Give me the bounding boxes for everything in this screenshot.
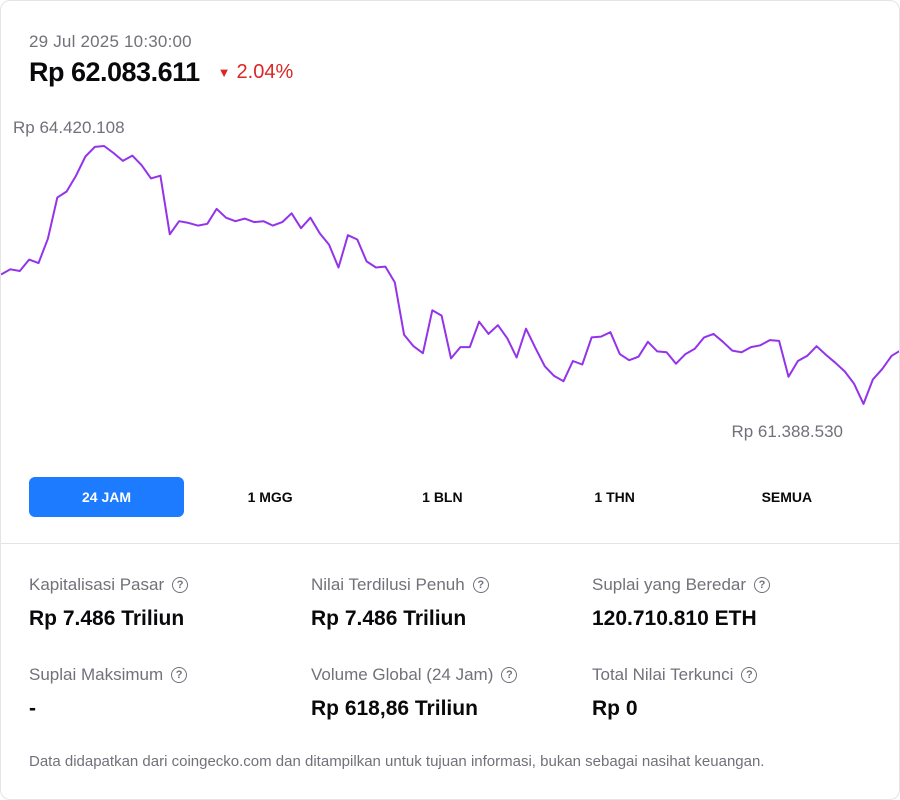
price-change: ▼ 2.04% — [218, 61, 294, 84]
current-price: Rp 62.083.611 — [29, 57, 200, 87]
disclaimer-footnote: Data didapatkan dari coingecko.com dan d… — [29, 753, 765, 770]
stat-label: Volume Global (24 Jam) — [311, 665, 494, 684]
time-range-selector: 24 JAM 1 MGG 1 BLN 1 THN SEMUA — [29, 477, 873, 517]
stat-total-value-locked: Total Nilai Terkunci ? Rp 0 — [592, 665, 758, 721]
stat-market-cap: Kapitalisasi Pasar ? Rp 7.486 Triliun — [29, 575, 189, 631]
range-button-semua[interactable]: SEMUA — [761, 489, 813, 505]
help-icon[interactable]: ? — [741, 667, 758, 683]
chart-high-label: Rp 64.420.108 — [13, 118, 125, 137]
stat-value: Rp 7.486 Triliun — [311, 607, 467, 630]
caret-down-icon: ▼ — [217, 65, 231, 80]
stat-fully-diluted: Nilai Terdilusi Penuh ? Rp 7.486 Triliun — [311, 575, 489, 631]
help-icon[interactable]: ? — [501, 667, 518, 683]
stat-label: Total Nilai Terkunci — [592, 665, 734, 684]
stat-max-supply: Suplai Maksimum ? - — [29, 665, 188, 721]
range-button-24-jam[interactable]: 24 JAM — [29, 477, 184, 517]
stat-value: Rp 0 — [592, 697, 638, 720]
stat-value: 120.710.810 ETH — [592, 607, 757, 630]
help-icon[interactable]: ? — [472, 577, 489, 593]
range-button-1-thn[interactable]: 1 THN — [594, 489, 635, 505]
stat-value: Rp 618,86 Triliun — [311, 697, 478, 720]
range-button-1-bln[interactable]: 1 BLN — [422, 489, 463, 505]
stat-global-volume: Volume Global (24 Jam) ? Rp 618,86 Trili… — [311, 665, 518, 721]
stat-circulating-supply: Suplai yang Beredar ? 120.710.810 ETH — [592, 575, 771, 631]
stat-value: - — [29, 697, 36, 720]
price-row: Rp 62.083.611 ▼ 2.04% — [29, 57, 293, 88]
help-icon[interactable]: ? — [171, 667, 188, 683]
stat-label: Nilai Terdilusi Penuh — [311, 575, 465, 594]
stat-label: Suplai yang Beredar — [592, 575, 747, 594]
stat-label: Suplai Maksimum — [29, 665, 164, 684]
price-chart-svg — [1, 145, 899, 405]
help-icon[interactable]: ? — [172, 577, 189, 593]
stat-value: Rp 7.486 Triliun — [29, 607, 185, 630]
price-series-line — [1, 145, 899, 405]
help-icon[interactable]: ? — [754, 577, 771, 593]
price-change-percent: 2.04% — [236, 61, 294, 83]
chart-low-label: Rp 61.388.530 — [731, 422, 843, 441]
section-divider — [1, 543, 899, 544]
stat-label: Kapitalisasi Pasar — [29, 575, 165, 594]
price-chart — [1, 111, 899, 451]
price-timestamp: 29 Jul 2025 10:30:00 — [29, 32, 192, 51]
range-button-1-mgg[interactable]: 1 MGG — [247, 489, 293, 505]
